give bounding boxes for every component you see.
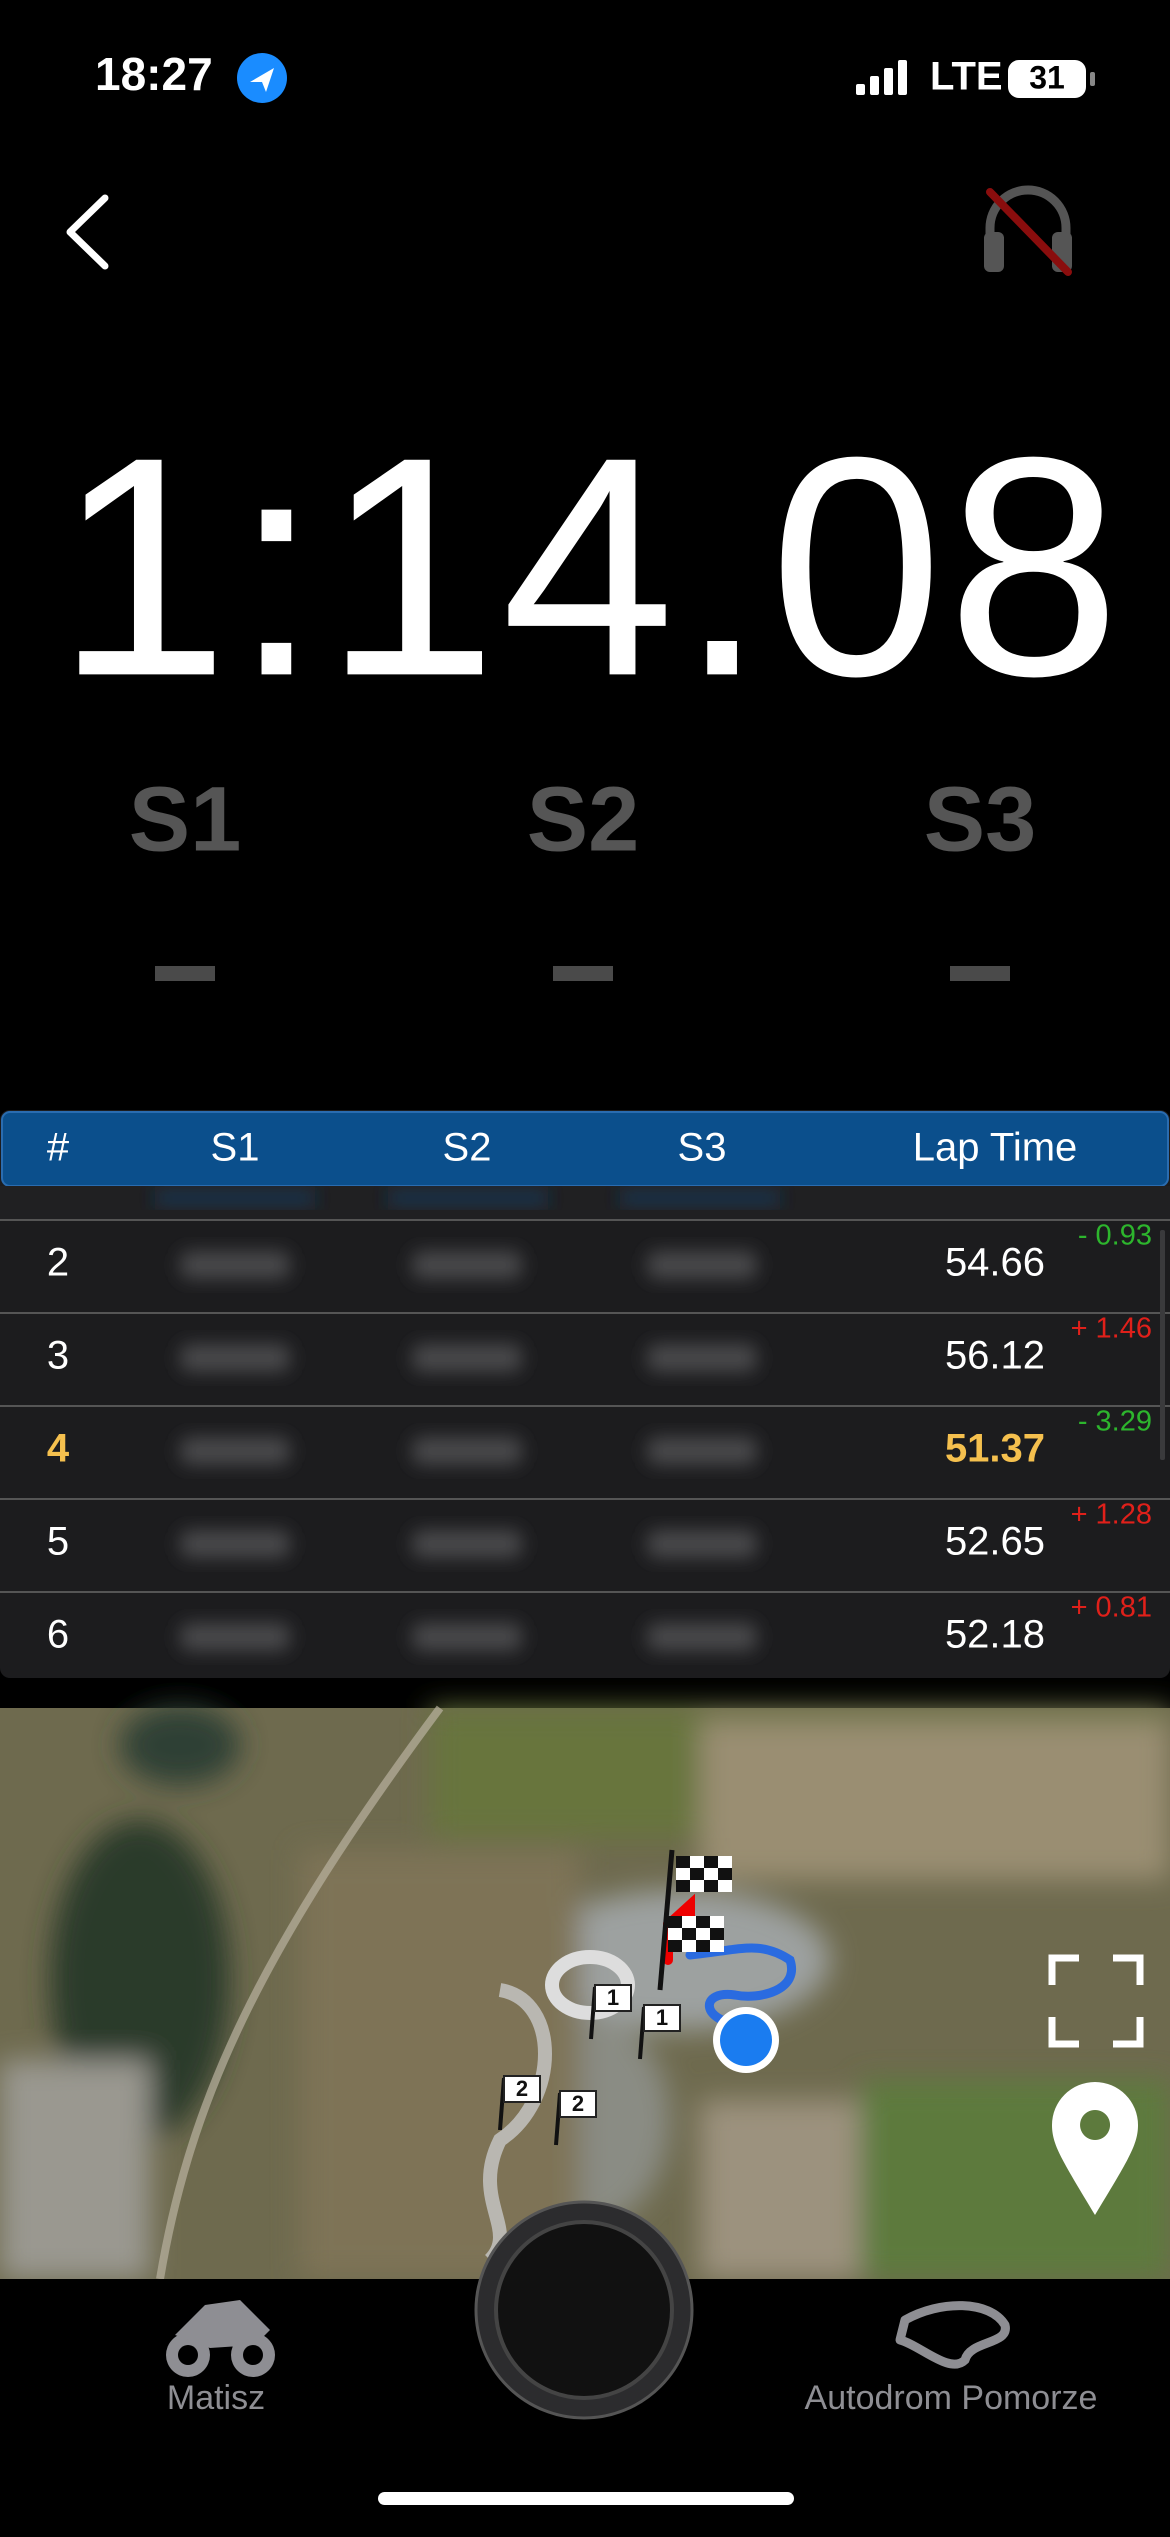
lap-delta: + 0.81	[1071, 1592, 1152, 1624]
sector-placeholder	[553, 966, 613, 981]
blurred-sectors	[180, 1530, 757, 1558]
sector-placeholder	[155, 966, 215, 981]
blurred-sector	[647, 1530, 757, 1558]
lap-delta: + 1.46	[1071, 1313, 1152, 1345]
marker-flag	[503, 2075, 541, 2103]
sector-label: S3	[924, 768, 1037, 870]
lap-delta: - 3.29	[1078, 1406, 1152, 1438]
sector-label: S1	[129, 768, 242, 870]
column-header[interactable]: #	[47, 1126, 70, 1170]
lap-number: 2	[47, 1241, 69, 1285]
lap-number: 5	[47, 1520, 69, 1564]
blurred-sectors	[180, 1251, 757, 1279]
sector-label: S2	[527, 768, 640, 870]
battery	[1008, 60, 1086, 98]
audio-toggle[interactable]	[984, 185, 1072, 276]
scrollbar	[1160, 1230, 1165, 1460]
lap-timer: 1:14.08	[56, 393, 1125, 741]
column-header[interactable]: Lap Time	[913, 1126, 1078, 1170]
lap-time: 54.66	[945, 1241, 1045, 1285]
blurred-sector	[647, 1251, 757, 1279]
vehicle-icon[interactable]	[166, 2300, 275, 2377]
lap-row[interactable]: 6 52.18 + 0.81	[47, 1592, 1152, 1657]
lap-number: 4	[47, 1427, 70, 1471]
marker-label: 1	[607, 1985, 619, 2010]
battery-level: 31	[1029, 59, 1065, 95]
blurred-sectors	[180, 1344, 757, 1372]
column-header[interactable]: S3	[678, 1126, 727, 1170]
lap-delta: + 1.28	[1071, 1499, 1152, 1531]
locate-button[interactable]	[1052, 2082, 1138, 2215]
battery-tip	[1090, 72, 1095, 86]
marker-label: 2	[572, 2091, 584, 2116]
blurred-sector	[647, 1344, 757, 1372]
lap-time: 56.12	[945, 1334, 1045, 1378]
marker-flag	[643, 2004, 681, 2032]
lap-row[interactable]: 5 52.65 + 1.28	[47, 1499, 1152, 1564]
column-header[interactable]: S1	[211, 1126, 260, 1170]
location-arrow	[250, 68, 274, 92]
marker-label: 1	[656, 2005, 668, 2030]
record-inner	[494, 2220, 674, 2400]
marker-label: 2	[516, 2076, 528, 2101]
blurred-sector	[647, 1437, 757, 1465]
blurred-sector	[412, 1251, 522, 1279]
home-indicator	[378, 2492, 794, 2505]
partial-row-blur	[155, 1192, 780, 1204]
clock: 18:27	[95, 48, 213, 100]
blurred-sector	[647, 1623, 757, 1651]
lap-table	[0, 1110, 1170, 1678]
lap-delta: - 0.93	[1078, 1220, 1152, 1252]
blurred-sector	[180, 1530, 290, 1558]
lap-number: 3	[47, 1334, 69, 1378]
lap-time: 52.65	[945, 1520, 1045, 1564]
lap-time: 51.37	[945, 1427, 1045, 1471]
blurred-sector	[180, 1437, 290, 1465]
blurred-sector	[180, 1623, 290, 1651]
blurred-sector	[412, 1623, 522, 1651]
marker-flag	[559, 2090, 597, 2118]
blurred-sector	[180, 1344, 290, 1372]
blurred-sector	[412, 1344, 522, 1372]
blurred-sectors	[180, 1437, 757, 1465]
column-header[interactable]: S2	[443, 1126, 492, 1170]
lap-number: 6	[47, 1613, 69, 1657]
lap-row[interactable]: 4 51.37 - 3.29	[47, 1406, 1152, 1471]
map[interactable]	[0, 1705, 1170, 2280]
lap-row[interactable]: 3 56.12 + 1.46	[47, 1313, 1152, 1378]
vehicle-label[interactable]: Matisz	[167, 2379, 265, 2417]
back-button[interactable]	[66, 194, 109, 270]
blurred-sector	[412, 1530, 522, 1558]
lap-time: 52.18	[945, 1613, 1045, 1657]
blurred-sector	[180, 1251, 290, 1279]
track-icon[interactable]	[895, 2301, 1010, 2369]
marker-flag	[594, 1984, 632, 2012]
blurred-sector	[412, 1437, 522, 1465]
fullscreen-button[interactable]	[1048, 1954, 1144, 2048]
lap-row[interactable]: 2 54.66 - 0.93	[47, 1220, 1152, 1285]
sector-placeholder	[950, 966, 1010, 981]
signal	[856, 60, 907, 95]
network: LTE	[930, 55, 1003, 99]
blurred-sectors	[180, 1623, 757, 1651]
track-label[interactable]: Autodrom Pomorze	[805, 2379, 1098, 2417]
